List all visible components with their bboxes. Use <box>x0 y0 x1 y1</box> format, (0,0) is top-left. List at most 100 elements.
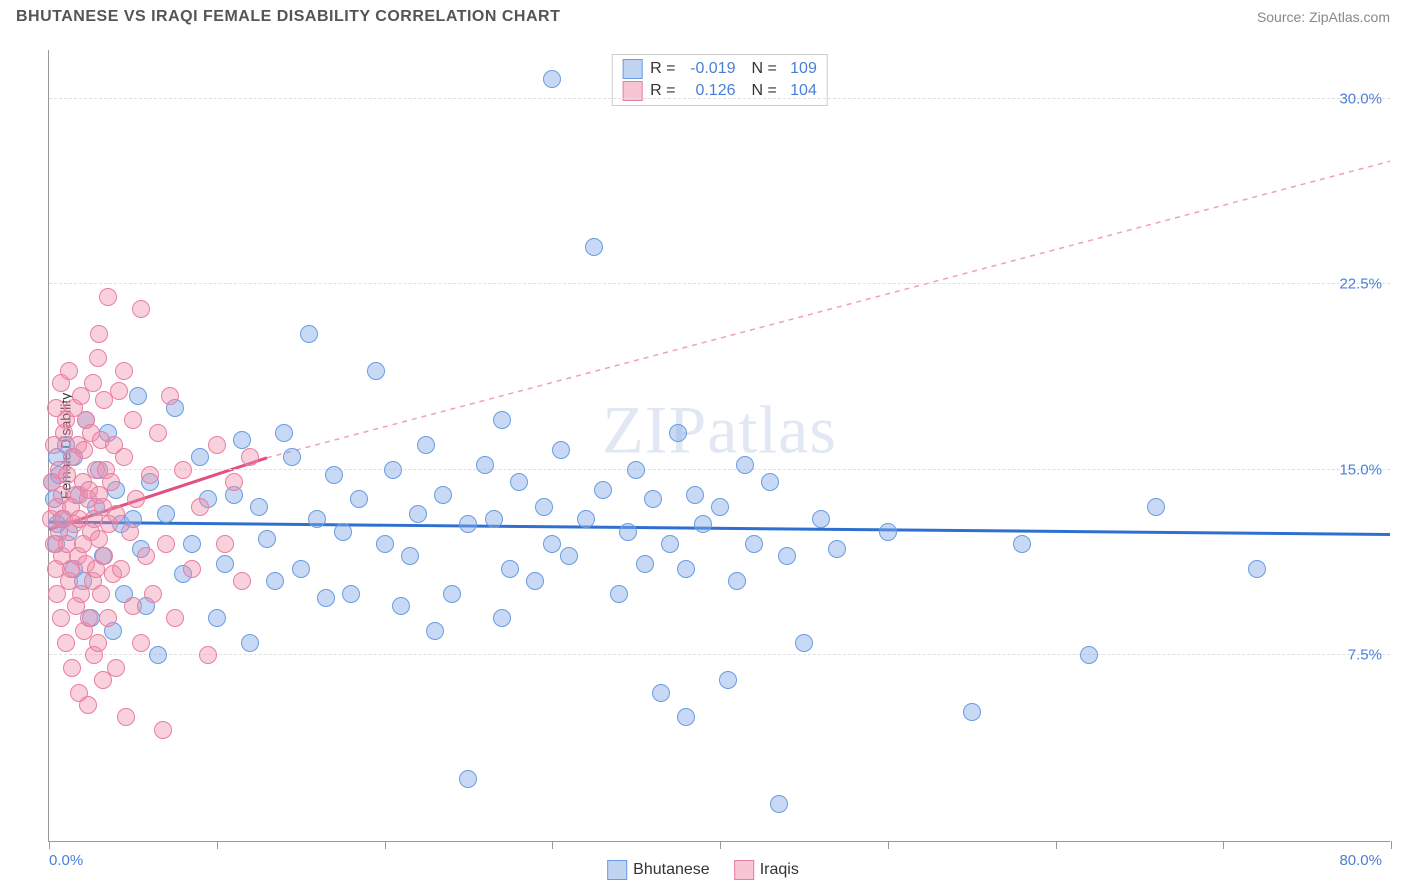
legend: Bhutanese Iraqis <box>607 860 799 880</box>
scatter-point <box>493 411 511 429</box>
scatter-point <box>275 424 293 442</box>
scatter-point <box>317 589 335 607</box>
scatter-point <box>401 547 419 565</box>
scatter-point <box>208 436 226 454</box>
scatter-point <box>501 560 519 578</box>
watermark-prefix: ZIP <box>602 391 707 467</box>
scatter-point <box>117 708 135 726</box>
x-tick <box>49 841 50 849</box>
scatter-point <box>459 515 477 533</box>
y-tick-label: 15.0% <box>1339 461 1382 478</box>
scatter-point <box>652 684 670 702</box>
legend-label: Bhutanese <box>633 861 710 879</box>
scatter-point <box>216 535 234 553</box>
grid-line <box>49 469 1390 470</box>
scatter-point <box>149 646 167 664</box>
legend-swatch <box>607 860 627 880</box>
scatter-point <box>121 523 139 541</box>
n-label: N = <box>752 60 777 78</box>
stats-row: R =-0.019N =109 <box>622 59 817 79</box>
x-tick <box>1223 841 1224 849</box>
scatter-point <box>60 362 78 380</box>
scatter-point <box>594 481 612 499</box>
scatter-point <box>233 572 251 590</box>
scatter-point <box>107 659 125 677</box>
legend-label: Iraqis <box>760 861 799 879</box>
scatter-point <box>577 510 595 528</box>
scatter-point <box>426 622 444 640</box>
legend-item: Bhutanese <box>607 860 710 880</box>
scatter-point <box>476 456 494 474</box>
scatter-point <box>334 523 352 541</box>
scatter-point <box>300 325 318 343</box>
scatter-point <box>409 505 427 523</box>
scatter-point <box>63 659 81 677</box>
scatter-point <box>585 238 603 256</box>
scatter-point <box>107 505 125 523</box>
scatter-point <box>828 540 846 558</box>
scatter-point <box>812 510 830 528</box>
scatter-point <box>191 498 209 516</box>
y-tick-label: 30.0% <box>1339 90 1382 107</box>
scatter-point <box>161 387 179 405</box>
scatter-point <box>52 609 70 627</box>
scatter-point <box>154 721 172 739</box>
scatter-point <box>526 572 544 590</box>
scatter-point <box>434 486 452 504</box>
scatter-point <box>141 466 159 484</box>
scatter-point <box>89 634 107 652</box>
scatter-point <box>92 585 110 603</box>
scatter-point <box>493 609 511 627</box>
scatter-point <box>384 461 402 479</box>
x-axis-max-label: 80.0% <box>1339 852 1382 869</box>
scatter-point <box>552 441 570 459</box>
scatter-point <box>761 473 779 491</box>
scatter-point <box>644 490 662 508</box>
scatter-point <box>157 535 175 553</box>
legend-swatch <box>734 860 754 880</box>
watermark: ZIPatlas <box>602 390 837 469</box>
scatter-point <box>543 535 561 553</box>
watermark-suffix: atlas <box>707 391 837 467</box>
scatter-point <box>127 490 145 508</box>
trend-lines <box>49 50 1390 841</box>
scatter-point <box>174 461 192 479</box>
scatter-point <box>719 671 737 689</box>
scatter-point <box>149 424 167 442</box>
scatter-point <box>417 436 435 454</box>
scatter-point <box>661 535 679 553</box>
scatter-point <box>367 362 385 380</box>
scatter-point <box>132 634 150 652</box>
y-tick-label: 22.5% <box>1339 276 1382 293</box>
scatter-point <box>112 560 130 578</box>
scatter-point <box>137 547 155 565</box>
scatter-point <box>166 609 184 627</box>
scatter-point <box>459 770 477 788</box>
scatter-point <box>191 448 209 466</box>
scatter-point <box>535 498 553 516</box>
x-tick <box>385 841 386 849</box>
scatter-point <box>350 490 368 508</box>
grid-line <box>49 98 1390 99</box>
scatter-point <box>208 609 226 627</box>
scatter-point <box>129 387 147 405</box>
scatter-point <box>241 448 259 466</box>
grid-line <box>49 283 1390 284</box>
scatter-point <box>619 523 637 541</box>
scatter-point <box>99 609 117 627</box>
scatter-point <box>342 585 360 603</box>
scatter-point <box>89 349 107 367</box>
scatter-point <box>75 441 93 459</box>
scatter-point <box>745 535 763 553</box>
scatter-point <box>110 382 128 400</box>
scatter-point <box>132 300 150 318</box>
scatter-point <box>183 560 201 578</box>
scatter-point <box>636 555 654 573</box>
scatter-point <box>728 572 746 590</box>
scatter-point <box>1080 646 1098 664</box>
scatter-point <box>124 411 142 429</box>
scatter-point <box>669 424 687 442</box>
scatter-point <box>736 456 754 474</box>
scatter-point <box>610 585 628 603</box>
scatter-point <box>80 609 98 627</box>
